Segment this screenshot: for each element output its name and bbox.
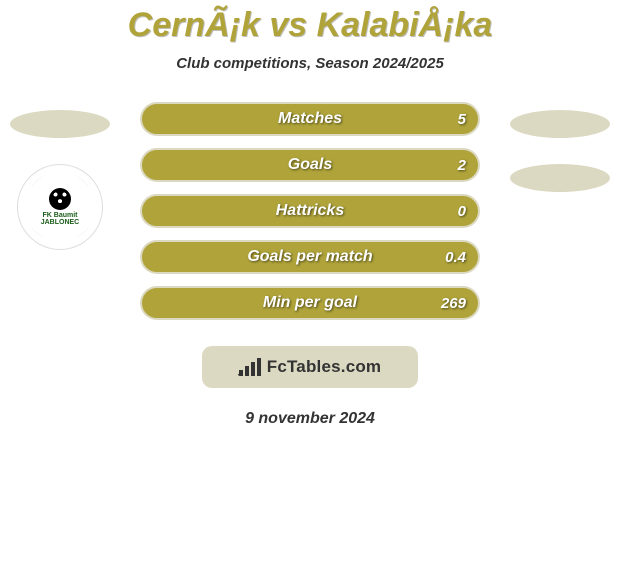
- stat-bar: Hattricks 0: [140, 194, 480, 228]
- right-placeholder-ellipse-1: [510, 110, 610, 138]
- brand-badge: FcTables.com: [202, 346, 418, 388]
- team-logo-graphic: FK Baumit JABLONEC: [25, 172, 95, 242]
- page-title: CernÃ¡k vs KalabiÅ¡ka: [0, 6, 620, 45]
- right-placeholder-ellipse-2: [510, 164, 610, 192]
- brand-text: FcTables.com: [267, 357, 382, 377]
- stat-label: Goals per match: [247, 248, 372, 266]
- stat-bar: Goals per match 0.4: [140, 240, 480, 274]
- stat-label: Min per goal: [263, 294, 357, 312]
- stat-value-right: 0.4: [445, 249, 466, 266]
- date-line: 9 november 2024: [0, 410, 620, 428]
- page-subtitle: Club competitions, Season 2024/2025: [0, 55, 620, 72]
- stat-value-right: 5: [458, 111, 466, 128]
- stat-bar: Goals 2: [140, 148, 480, 182]
- logo-text-bottom: JABLONEC: [41, 219, 80, 226]
- bar-chart-icon: [239, 358, 261, 376]
- left-team-logo: FK Baumit JABLONEC: [17, 164, 103, 250]
- stat-value-right: 2: [458, 157, 466, 174]
- stat-label: Matches: [278, 110, 342, 128]
- stat-bar: Min per goal 269: [140, 286, 480, 320]
- main-area: FK Baumit JABLONEC Matches 5 Goals 2 Hattric…: [0, 102, 620, 332]
- stat-value-right: 0: [458, 203, 466, 220]
- comparison-card: CernÃ¡k vs KalabiÅ¡ka Club competitions,…: [0, 6, 620, 428]
- stat-label: Hattricks: [276, 202, 344, 220]
- stat-label: Goals: [288, 156, 332, 174]
- soccer-ball-icon: [49, 188, 71, 210]
- stat-bar: Matches 5: [140, 102, 480, 136]
- left-placeholder-ellipse: [10, 110, 110, 138]
- logo-text-top: FK Baumit: [43, 212, 78, 219]
- stat-bars: Matches 5 Goals 2 Hattricks 0 Goals per match 0…: [140, 102, 480, 332]
- stat-value-right: 269: [441, 295, 466, 312]
